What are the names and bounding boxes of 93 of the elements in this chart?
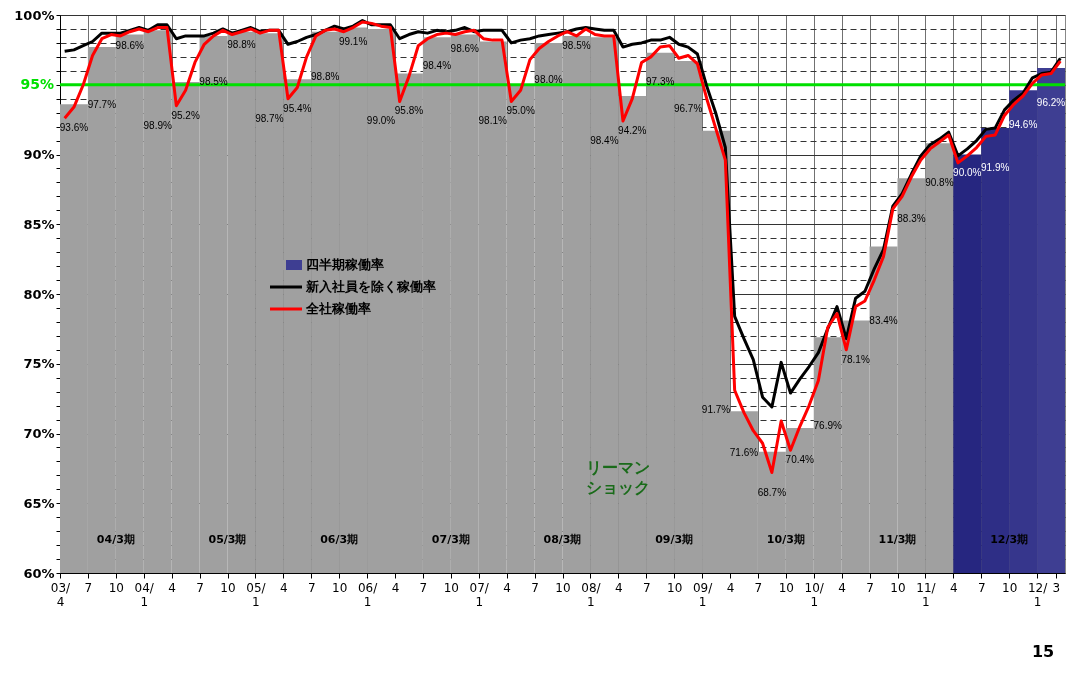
- y-tick-label: 60%: [23, 565, 55, 581]
- x-tick-label: 4: [615, 580, 623, 595]
- annotation: 06/3期: [320, 533, 359, 546]
- x-tick-label: 10: [220, 580, 236, 595]
- x-tick-label: 09/ 1: [692, 580, 714, 609]
- x-tick-label: 10/ 1: [804, 580, 825, 609]
- x-tick-label: 07/ 1: [469, 580, 490, 609]
- y-tick-label: 75%: [23, 356, 55, 372]
- x-tick-label: 4: [838, 580, 846, 595]
- y-tick-label: 85%: [23, 216, 55, 232]
- text: 15: [1031, 642, 1055, 661]
- x-tick-label: 10: [443, 580, 459, 595]
- annotation: 04/3期: [96, 533, 135, 546]
- data-label: 97.7%: [87, 98, 117, 110]
- y-tick-label: 70%: [23, 426, 55, 441]
- x-tick-label: 10: [1002, 580, 1018, 595]
- data-label: 96.2%: [1036, 97, 1066, 109]
- y-tick-label: 90%: [23, 147, 55, 162]
- x-tick-label: 05/ 1: [246, 580, 267, 609]
- data-label: 98.7%: [255, 112, 284, 124]
- x-tick-label: 4: [950, 580, 958, 595]
- data-label: 88.3%: [897, 212, 926, 224]
- x-tick-label: 7: [419, 580, 428, 595]
- data-label: 70.4%: [785, 454, 815, 466]
- y-tick-label: 100%: [14, 7, 55, 23]
- x-tick-label: 10: [778, 580, 794, 595]
- x-tick-label: 12/ 1: [1027, 580, 1049, 609]
- data-label: 76.9%: [813, 419, 842, 431]
- data-label: 98.1%: [478, 115, 507, 127]
- x-tick-label: 7: [642, 580, 651, 595]
- x-tick-label: 04/ 1: [134, 580, 155, 609]
- data-label: 98.0%: [534, 73, 563, 85]
- ref-line-label: 95%: [20, 75, 54, 92]
- data-label: 78.1%: [841, 353, 870, 365]
- data-label: 99.0%: [366, 115, 396, 127]
- annotation: 12/3期: [990, 533, 1029, 546]
- data-label: 98.4%: [422, 59, 452, 71]
- annotation: 09/3期: [655, 533, 694, 546]
- annotation: 11/3期: [878, 533, 917, 546]
- legend-label: 全社稼働率: [305, 301, 371, 316]
- data-label: 98.8%: [311, 70, 340, 82]
- x-tick-label: 7: [196, 580, 204, 595]
- x-tick-label: 10: [108, 580, 124, 595]
- x-tick-label: 06/ 1: [357, 580, 379, 609]
- data-label: 95.4%: [283, 102, 312, 114]
- data-label: 96.7%: [673, 102, 703, 114]
- x-tick-label: 7: [866, 580, 874, 595]
- x-tick-label: 7: [754, 580, 763, 595]
- x-tick-label: 08/ 1: [581, 580, 602, 609]
- annotation: 07/3期: [431, 533, 470, 546]
- data-label: 98.8%: [227, 38, 256, 50]
- x-tick-label: 4: [503, 580, 511, 595]
- data-label: 95.0%: [506, 105, 535, 117]
- x-tick-label: 7: [977, 580, 986, 595]
- data-label: 93.6%: [59, 122, 89, 134]
- x-tick-label: 11/ 1: [916, 580, 937, 609]
- data-label: 71.6%: [729, 447, 759, 459]
- data-label: 91.9%: [981, 161, 1010, 173]
- data-label: 94.6%: [1008, 119, 1038, 131]
- x-tick-label: 3: [1052, 580, 1061, 595]
- legend-label: 新入社員を除く稼働率: [305, 279, 436, 294]
- data-label: 98.6%: [450, 42, 480, 54]
- annotation: 08/3期: [543, 533, 582, 546]
- annotation: 05/3期: [208, 533, 247, 546]
- data-label: 90.0%: [953, 166, 982, 178]
- x-tick-label: 10: [890, 580, 906, 595]
- x-tick-label: 4: [391, 580, 400, 595]
- x-tick-label: 7: [84, 580, 93, 595]
- x-tick-label: 4: [726, 580, 735, 595]
- annotation: 10/3期: [766, 533, 805, 546]
- x-tick-label: 10: [667, 580, 683, 595]
- data-label: 95.2%: [171, 109, 200, 121]
- data-label: 83.4%: [869, 314, 898, 326]
- annotation: リーマンショック: [586, 458, 650, 497]
- x-tick-label: 4: [280, 580, 288, 595]
- x-tick-label: 7: [307, 580, 316, 595]
- x-tick-label: 03/ 4: [50, 580, 72, 609]
- y-tick-label: 80%: [23, 286, 55, 302]
- data-label: 91.7%: [701, 404, 731, 416]
- data-label: 98.5%: [562, 39, 591, 51]
- data-label: 98.9%: [143, 119, 172, 131]
- x-tick-label: 10: [555, 580, 571, 595]
- data-label: 95.8%: [394, 105, 424, 117]
- legend-label: 四半期稼働率: [306, 257, 384, 272]
- x-tick-label: 4: [168, 580, 176, 595]
- data-label: 68.7%: [757, 486, 787, 498]
- data-label: 99.1%: [338, 35, 368, 47]
- x-tick-label: 10: [332, 580, 348, 595]
- y-tick-label: 65%: [23, 495, 55, 511]
- data-label: 98.4%: [590, 135, 619, 147]
- data-label: 94.2%: [618, 125, 647, 137]
- x-tick-label: 7: [531, 580, 539, 595]
- data-label: 98.6%: [115, 39, 145, 51]
